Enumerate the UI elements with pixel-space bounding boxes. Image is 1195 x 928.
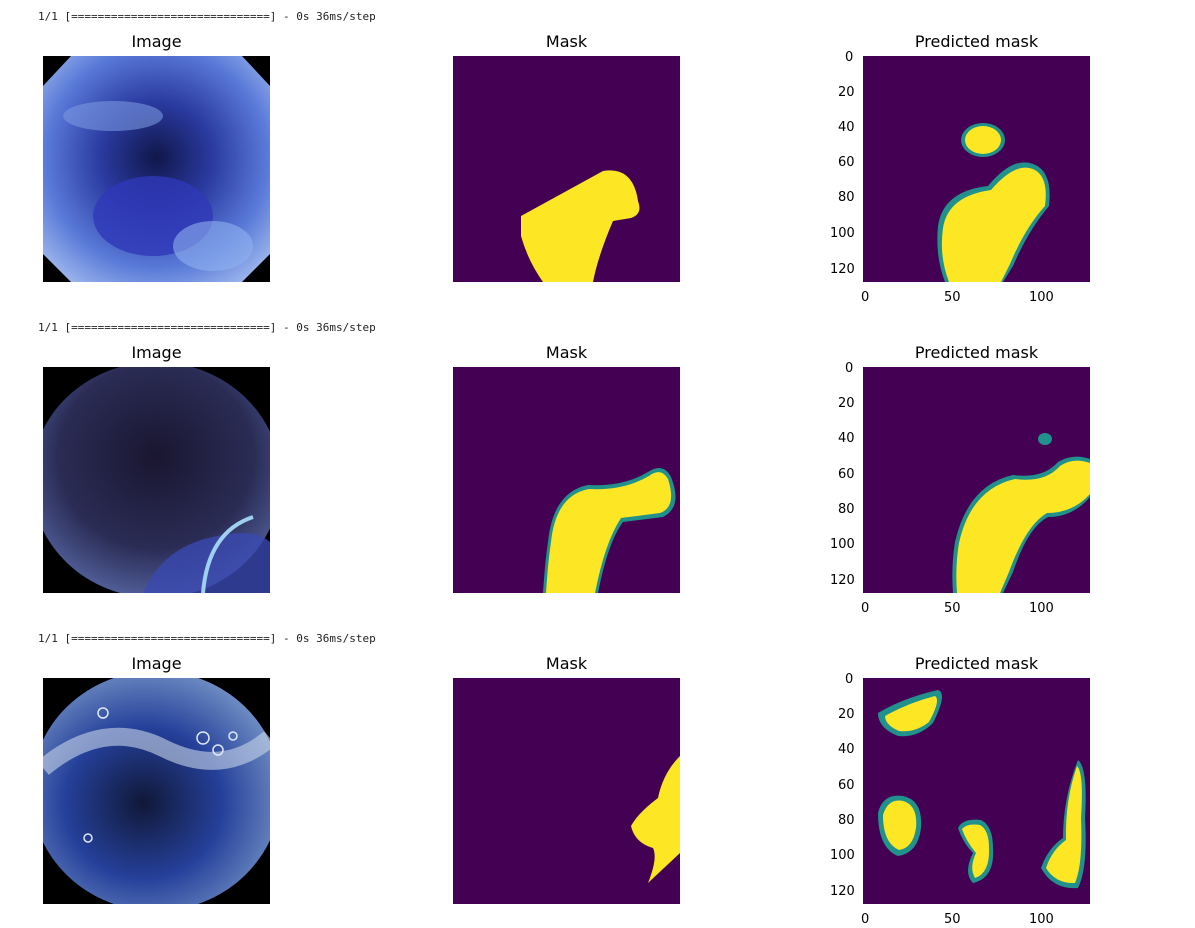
x-tick-label: 50 <box>944 912 961 927</box>
predicted-mask <box>863 678 1090 904</box>
x-tick-label: 100 <box>1029 912 1054 927</box>
x-tick-label: 0 <box>861 290 870 305</box>
y-tick-label: 60 <box>838 467 855 482</box>
y-tick-label: 0 <box>845 672 854 687</box>
y-tick-label: 100 <box>830 848 855 863</box>
training-log-line: 1/1 [==============================] - 0… <box>38 321 376 334</box>
mask-title: Mask <box>545 654 588 673</box>
image-title: Image <box>131 32 182 51</box>
x-tick-label: 50 <box>944 601 961 616</box>
y-tick-label: 80 <box>838 502 855 517</box>
predicted-mask <box>863 56 1090 282</box>
image-title: Image <box>131 343 182 362</box>
y-tick-label: 80 <box>838 190 855 205</box>
y-tick-label: 60 <box>838 778 855 793</box>
input-image <box>43 367 270 593</box>
training-log-line: 1/1 [==============================] - 0… <box>38 632 376 645</box>
y-tick-label: 40 <box>838 120 855 135</box>
y-tick-label: 0 <box>845 361 854 376</box>
training-log-line: 1/1 [==============================] - 0… <box>38 10 376 23</box>
y-tick-label: 20 <box>838 707 855 722</box>
predicted-mask-title: Predicted mask <box>914 343 1039 362</box>
y-tick-label: 120 <box>830 884 855 899</box>
y-tick-label: 40 <box>838 431 855 446</box>
y-tick-label: 40 <box>838 742 855 757</box>
ground-truth-mask <box>453 678 680 904</box>
input-image <box>43 56 270 282</box>
input-image <box>43 678 270 904</box>
ground-truth-mask <box>453 367 680 593</box>
predicted-mask-title: Predicted mask <box>914 654 1039 673</box>
mask-title: Mask <box>545 343 588 362</box>
ground-truth-mask <box>453 56 680 282</box>
predicted-mask <box>863 367 1090 593</box>
mask-title: Mask <box>545 32 588 51</box>
x-tick-label: 100 <box>1029 290 1054 305</box>
predicted-mask-title: Predicted mask <box>914 32 1039 51</box>
x-tick-label: 0 <box>861 601 870 616</box>
y-tick-label: 60 <box>838 155 855 170</box>
y-tick-label: 120 <box>830 262 855 277</box>
y-tick-label: 0 <box>845 50 854 65</box>
y-tick-label: 20 <box>838 396 855 411</box>
x-tick-label: 100 <box>1029 601 1054 616</box>
y-tick-label: 100 <box>830 226 855 241</box>
image-title: Image <box>131 654 182 673</box>
y-tick-label: 20 <box>838 85 855 100</box>
y-tick-label: 100 <box>830 537 855 552</box>
y-tick-label: 120 <box>830 573 855 588</box>
y-tick-label: 80 <box>838 813 855 828</box>
x-tick-label: 50 <box>944 290 961 305</box>
x-tick-label: 0 <box>861 912 870 927</box>
